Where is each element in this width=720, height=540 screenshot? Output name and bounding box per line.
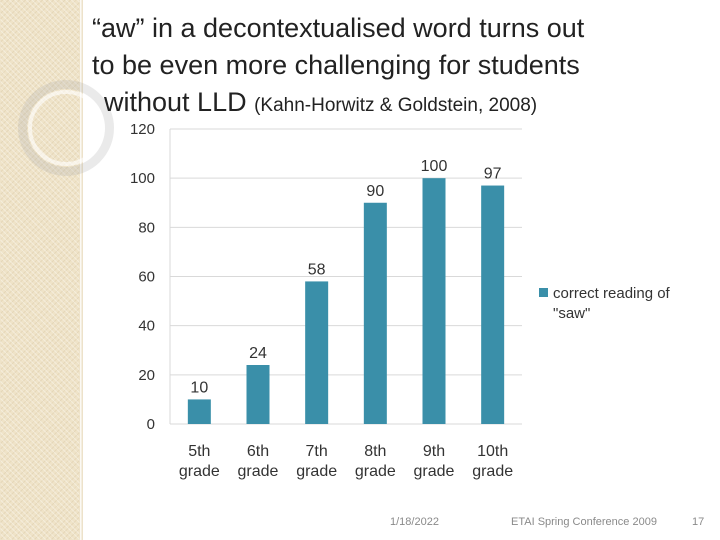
y-tick-label: 80 — [138, 219, 155, 236]
y-tick-label: 20 — [138, 367, 155, 384]
category-label-line: grade — [179, 463, 220, 480]
bar — [422, 178, 446, 424]
slide-title: “aw” in a decontextualised word turns ou… — [92, 10, 712, 124]
y-tick-label: 40 — [138, 318, 155, 335]
title-line-1: “aw” in a decontextualised word turns ou… — [92, 13, 585, 43]
data-label: 58 — [308, 261, 326, 278]
data-label: 100 — [421, 158, 448, 175]
category-label-line: 6th — [247, 443, 269, 460]
bars — [187, 178, 505, 424]
category-label-line: 5th — [188, 443, 210, 460]
category-label: 6th grade — [238, 443, 279, 480]
legend-label: correct reading of "saw" — [553, 285, 671, 322]
title-citation: (Kahn-Horwitz & Goldstein, 2008) — [254, 95, 538, 116]
category-label-line: grade — [414, 463, 455, 480]
category-label-line: 7th — [306, 443, 328, 460]
bar — [305, 281, 329, 424]
category-label: 5th grade — [179, 443, 220, 480]
decorative-ring-inner — [28, 90, 104, 166]
category-label: 7th grade — [296, 443, 337, 480]
y-tick-label: 60 — [138, 269, 155, 286]
data-label: 97 — [484, 166, 502, 183]
category-label-line: grade — [238, 463, 279, 480]
y-tick-label: 0 — [147, 416, 155, 433]
page-number: 17 — [692, 516, 705, 528]
title-line-3-text: without LLD — [104, 87, 247, 117]
bar — [187, 399, 211, 424]
category-label-line: 10th — [477, 443, 508, 460]
category-label: 8th grade — [355, 443, 396, 480]
category-label-line: grade — [472, 463, 513, 480]
y-axis-ticks: 0 20 40 60 80 100 120 — [130, 121, 155, 433]
data-labels: 10 24 58 90 100 97 — [190, 158, 501, 396]
title-line-2: to be even more challenging for students — [92, 50, 580, 80]
category-label-line: 8th — [364, 443, 386, 460]
category-label: 10th grade — [472, 443, 513, 480]
bar — [363, 202, 387, 424]
category-label-line: grade — [296, 463, 337, 480]
legend-label-line: "saw" — [553, 305, 590, 322]
y-tick-label: 120 — [130, 121, 155, 138]
category-label-line: grade — [355, 463, 396, 480]
footer-conference: ETAI Spring Conference 2009 — [511, 516, 657, 528]
legend-swatch — [539, 288, 548, 297]
bar — [481, 185, 505, 424]
data-label: 10 — [190, 379, 208, 396]
title-line-3: without LLD (Kahn-Horwitz & Goldstein, 2… — [92, 84, 712, 124]
data-label: 24 — [249, 345, 267, 362]
footer-date: 1/18/2022 — [390, 516, 439, 528]
bar — [246, 365, 270, 424]
legend-label-line: correct reading of — [553, 285, 671, 302]
gridlines — [169, 128, 522, 425]
legend: correct reading of "saw" — [539, 285, 671, 322]
category-label: 9th grade — [414, 443, 455, 480]
decorative-ring — [18, 80, 114, 176]
x-axis-categories: 5th grade 6th grade 7th grade 8th grade 9th grade… — [179, 443, 513, 480]
band-divider — [80, 0, 83, 540]
category-label-line: 9th — [423, 443, 445, 460]
y-tick-label: 100 — [130, 170, 155, 187]
data-label: 90 — [366, 183, 384, 200]
